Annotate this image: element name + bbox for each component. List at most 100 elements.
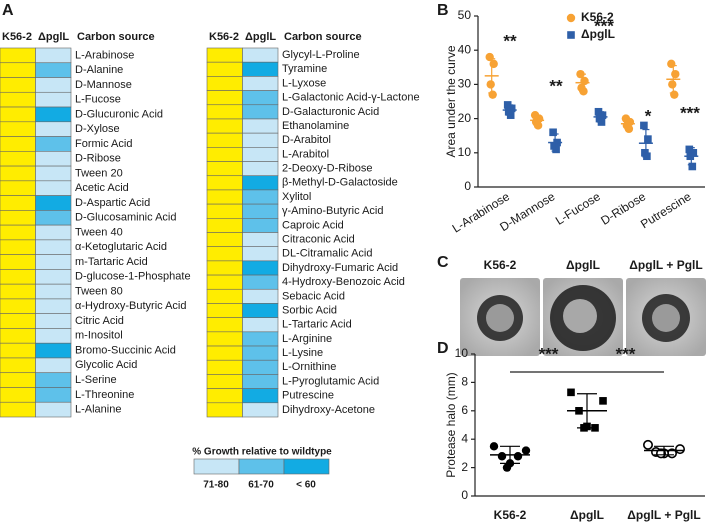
heat-cell: [242, 331, 279, 347]
significance: ***: [680, 103, 700, 122]
image-label: ΔpglL + PglL: [629, 258, 702, 272]
heat-cell: [0, 210, 36, 226]
carbon-source: L-Fucose: [75, 94, 121, 106]
carbon-source: D-glucose-1-Phosphate: [75, 271, 191, 283]
heat-cell: [242, 274, 279, 290]
carbon-source: D-Mannose: [75, 79, 132, 91]
image-label: K56-2: [484, 258, 517, 272]
heat-cell: [35, 387, 72, 403]
carbon-source: Tween 80: [75, 285, 123, 297]
carbon-source: Bromo-Succinic Acid: [75, 344, 176, 356]
carbon-source: L-Arabinose: [75, 49, 134, 61]
carbon-source: L-Serine: [75, 374, 117, 386]
y-tick-label: 0: [461, 488, 468, 502]
point: [667, 59, 676, 69]
carbon-source: Glycyl-L-Proline: [282, 49, 360, 61]
point: [642, 439, 653, 450]
heat-cell: [206, 132, 243, 148]
heat-cell: [242, 104, 279, 120]
carbon-source: Sebacic Acid: [282, 290, 345, 302]
heat-cell: [206, 90, 243, 106]
panel-letter: B: [437, 2, 449, 19]
images: [460, 278, 706, 356]
carbon-source: 2-Deoxy-D-Ribose: [282, 163, 372, 175]
heat-cell: [35, 298, 72, 314]
heat-cell: [0, 47, 36, 64]
point: [685, 145, 694, 154]
carbon-source: D-Glucuronic Acid: [75, 108, 163, 120]
heat-cell: [35, 283, 72, 300]
heat-cell: [0, 239, 36, 255]
heat-cell: [35, 62, 72, 78]
heat-cell: [206, 118, 243, 134]
heat-cell: [35, 357, 72, 374]
heat-cell: [35, 151, 72, 167]
legend-label: ΔpglL: [581, 27, 615, 41]
point: [513, 452, 523, 461]
y-tick-label: 30: [458, 77, 472, 91]
heat-cell: [0, 372, 36, 388]
carbon-source: 4-Hydroxy-Benozoic Acid: [282, 276, 405, 288]
carbon-source: Putrescine: [282, 390, 334, 402]
column-header: Carbon source: [284, 31, 362, 43]
heat-cell: [242, 359, 279, 375]
carbon-source: DL-Citramalic Acid: [282, 248, 372, 260]
carbon-source: L-Alanine: [75, 404, 121, 416]
heat-cell: [35, 77, 72, 93]
heat-cell: [242, 374, 279, 389]
point: [549, 128, 557, 137]
heat-cell: [35, 269, 72, 285]
heat-cell: [206, 175, 243, 191]
colony: [563, 299, 597, 333]
point: [497, 452, 507, 461]
y-tick-label: 10: [455, 346, 469, 360]
heat-cell: [242, 132, 279, 148]
legend-label: 61-70: [248, 480, 274, 491]
heat-cell: [206, 161, 243, 177]
heat-cell: [35, 313, 72, 329]
heat-cell: [206, 317, 243, 333]
x-tick-label: ΔpglL: [570, 508, 604, 522]
column-header: ΔpglL: [38, 31, 69, 43]
heat-cell: [206, 76, 243, 91]
heat-cell: [206, 374, 243, 389]
heat-cell: [35, 328, 72, 344]
heat-cell: [242, 76, 279, 91]
carbon-source: L-Lysine: [282, 347, 323, 359]
heat-cell: [206, 260, 243, 276]
heat-cell: [35, 106, 72, 123]
carbon-source: D-Arabitol: [282, 134, 331, 146]
significance: ***: [594, 16, 614, 35]
heat-cell: [242, 161, 279, 177]
heat-cell: [0, 328, 36, 344]
y-tick-label: 6: [461, 403, 468, 417]
point: [671, 69, 680, 79]
heat-cell: [242, 317, 279, 333]
heat-cell: [0, 151, 36, 167]
point: [599, 397, 607, 405]
legend-label: 71-80: [203, 480, 229, 491]
heat-cell: [242, 175, 279, 191]
carbon-source: L-Arginine: [282, 333, 332, 345]
heat-cell: [242, 260, 279, 276]
heat-cell: [206, 189, 243, 205]
heat-cell: [35, 180, 72, 196]
carbon-source: β-Methyl-D-Galactoside: [282, 177, 398, 189]
heat-cell: [206, 147, 243, 162]
carbon-source: Tyramine: [282, 63, 327, 75]
column-header: ΔpglL: [245, 31, 276, 43]
heat-cell: [206, 61, 243, 77]
carbon-source: D-Alanine: [75, 64, 123, 76]
carbon-source: γ-Amino-Butyric Acid: [282, 205, 383, 217]
point: [640, 121, 648, 130]
x-tick-label: K56-2: [494, 508, 527, 522]
heat-cell: [206, 274, 243, 290]
carbon-source: α-Hydroxy-Butyric Acid: [75, 300, 187, 312]
heat-cell: [242, 288, 279, 304]
heat-cell: [0, 106, 36, 123]
y-tick-label: 40: [458, 42, 472, 56]
point: [486, 80, 495, 89]
carbon-source: D-Glucosaminic Acid: [75, 212, 176, 224]
heat-cell: [0, 254, 36, 270]
point: [643, 152, 651, 161]
